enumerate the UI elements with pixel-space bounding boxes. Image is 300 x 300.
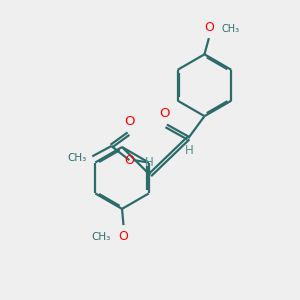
Text: CH₃: CH₃ [91,232,110,242]
Text: O: O [118,230,128,243]
Text: O: O [125,115,135,128]
Text: CH₃: CH₃ [68,153,87,163]
Text: O: O [124,154,134,167]
Text: O: O [204,21,214,34]
Text: O: O [160,107,170,120]
Text: H: H [185,144,194,157]
Text: H: H [145,156,154,169]
Text: CH₃: CH₃ [221,24,239,34]
